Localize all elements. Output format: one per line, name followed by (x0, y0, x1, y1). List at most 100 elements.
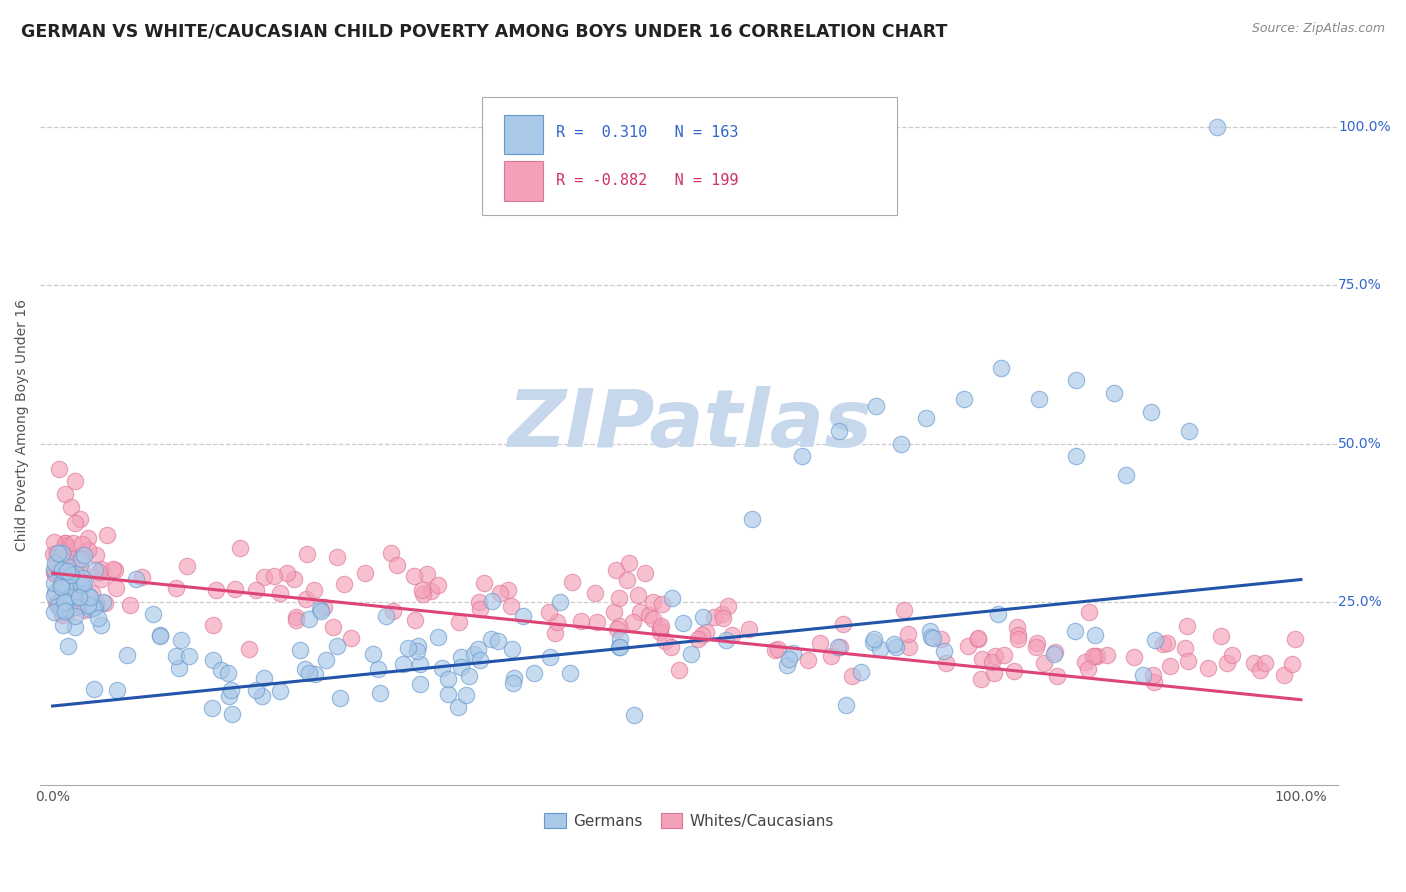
Point (776, 657, 799, 672)
Point (1063, 624, 1085, 639)
Point (79, 589, 101, 603)
Point (311, 604, 333, 618)
Point (409, 657, 432, 672)
Point (546, 615, 568, 630)
Point (404, 613, 426, 627)
Point (149, 627, 172, 641)
Point (953, 392, 976, 407)
Point (1173, 640, 1195, 655)
Point (83, 681, 105, 696)
Point (863, 632, 886, 646)
Point (609, 632, 631, 646)
Point (628, 606, 651, 620)
Point (56, 549, 79, 563)
Point (650, 619, 672, 633)
Point (602, 605, 624, 619)
Point (59, 567, 82, 582)
Point (70, 576, 93, 591)
Point (883, 637, 905, 651)
Point (354, 566, 377, 580)
Text: ZIPatlas: ZIPatlas (506, 385, 872, 464)
Point (60, 500, 83, 514)
Point (263, 569, 285, 583)
Point (42, 566, 65, 580)
Point (849, 665, 872, 680)
FancyBboxPatch shape (481, 96, 897, 216)
Point (890, 436, 912, 450)
Point (238, 642, 260, 657)
Point (295, 548, 318, 562)
Point (295, 591, 318, 606)
Point (1064, 373, 1087, 387)
Point (1077, 662, 1099, 676)
Point (406, 639, 429, 653)
Point (217, 666, 239, 681)
Point (651, 597, 673, 611)
Point (322, 620, 344, 634)
Point (44, 566, 66, 581)
Point (1156, 636, 1178, 650)
Point (63, 609, 86, 624)
Point (55, 535, 77, 549)
Point (454, 689, 477, 703)
Point (512, 609, 534, 624)
Point (884, 640, 907, 654)
Point (70, 552, 93, 566)
Point (44, 567, 66, 582)
Point (711, 611, 734, 625)
Point (148, 629, 170, 643)
Point (898, 640, 921, 655)
Point (285, 609, 308, 624)
Point (486, 634, 509, 648)
Point (73, 603, 96, 617)
Point (104, 563, 127, 577)
Point (382, 604, 405, 618)
Point (294, 662, 316, 676)
Point (501, 641, 523, 656)
Point (252, 671, 274, 685)
Point (648, 621, 671, 635)
Point (370, 685, 392, 699)
Point (922, 631, 945, 645)
Point (229, 541, 252, 555)
Point (1216, 656, 1239, 670)
Point (586, 615, 609, 629)
Point (481, 632, 503, 646)
Point (245, 682, 267, 697)
Point (548, 595, 571, 609)
Point (63, 475, 86, 489)
Point (717, 599, 740, 613)
Point (53, 539, 76, 553)
Point (312, 599, 335, 614)
Point (65, 566, 87, 581)
Point (1026, 636, 1049, 650)
Point (447, 615, 470, 629)
Point (204, 583, 226, 598)
Point (48, 564, 70, 578)
Point (409, 677, 432, 691)
Point (430, 661, 453, 675)
Point (1028, 392, 1050, 407)
Point (48, 567, 70, 582)
Point (820, 648, 842, 663)
Point (67, 590, 90, 604)
Point (523, 665, 546, 680)
Point (329, 690, 352, 705)
Point (52, 607, 75, 622)
Point (420, 583, 443, 598)
Point (1007, 632, 1029, 646)
Point (634, 566, 657, 581)
Point (176, 559, 198, 574)
Point (79, 591, 101, 605)
Point (609, 640, 631, 655)
Point (835, 698, 858, 712)
Point (105, 683, 128, 698)
Point (392, 657, 415, 672)
Point (768, 641, 790, 656)
Point (1064, 449, 1087, 463)
Point (94, 596, 117, 610)
Point (333, 577, 356, 591)
Text: Source: ZipAtlas.com: Source: ZipAtlas.com (1251, 22, 1385, 36)
Point (627, 588, 650, 602)
Point (967, 632, 990, 646)
